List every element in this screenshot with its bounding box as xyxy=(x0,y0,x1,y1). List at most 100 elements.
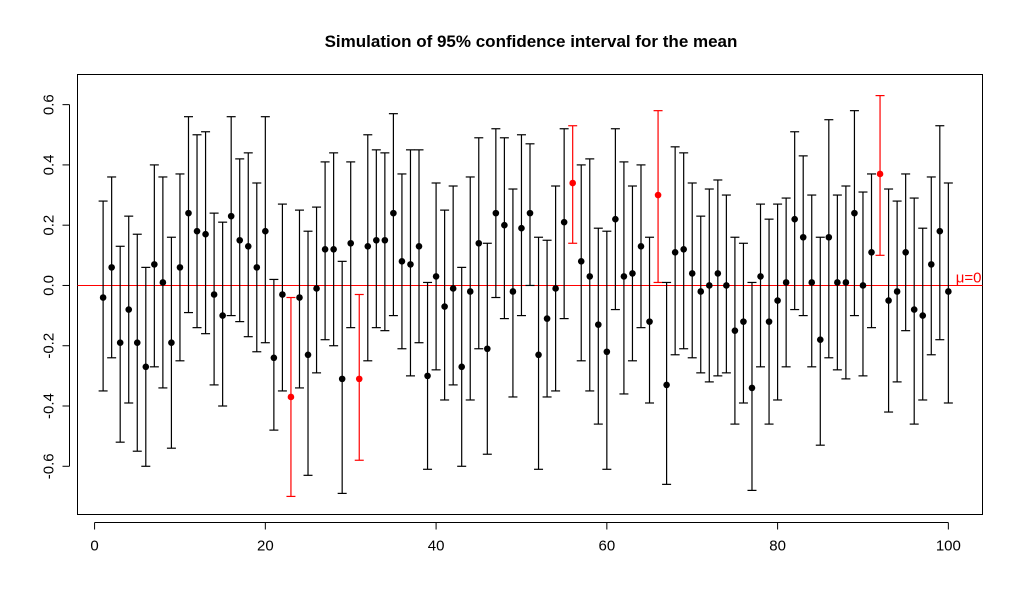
mean-point xyxy=(927,261,935,268)
mean-point xyxy=(603,348,611,356)
mean-point xyxy=(415,242,423,250)
mean-point xyxy=(577,258,585,265)
mean-point xyxy=(868,249,875,256)
mean-point xyxy=(262,227,269,235)
mean-point xyxy=(373,236,380,244)
mean-point xyxy=(851,209,858,217)
mean-point xyxy=(535,351,542,359)
mean-point-miss xyxy=(355,375,363,383)
mean-point xyxy=(492,209,500,217)
mean-point xyxy=(304,351,312,359)
mean-point xyxy=(705,282,713,289)
mean-point xyxy=(458,363,465,371)
mean-point xyxy=(501,221,508,229)
mean-point xyxy=(560,218,568,226)
x-tick-label: 60 xyxy=(598,538,615,555)
mean-point-miss xyxy=(569,179,576,187)
mean-point xyxy=(688,270,696,277)
mean-point xyxy=(449,285,457,292)
mean-point xyxy=(347,239,355,247)
mean-point xyxy=(159,279,167,286)
mean-point xyxy=(321,245,329,253)
mean-point xyxy=(910,306,918,313)
mean-point xyxy=(210,291,218,298)
mean-point xyxy=(176,264,184,271)
mean-point xyxy=(219,312,226,319)
mean-point xyxy=(919,312,927,319)
mean-point xyxy=(441,303,448,310)
mean-point xyxy=(663,381,670,389)
mean-point xyxy=(133,339,141,347)
mean-point xyxy=(193,227,201,235)
mean-point xyxy=(671,249,679,256)
y-tick-label: -0.2 xyxy=(41,333,58,359)
mean-point xyxy=(338,375,346,383)
mean-point xyxy=(99,294,107,301)
mean-point xyxy=(390,209,397,217)
chart-title: Simulation of 95% confidence interval fo… xyxy=(325,32,738,51)
y-tick-label: 0.4 xyxy=(41,154,58,175)
mean-point xyxy=(313,285,320,292)
mean-point xyxy=(834,279,841,286)
mean-point xyxy=(791,215,798,223)
mean-point xyxy=(893,288,901,295)
mean-point xyxy=(526,209,534,217)
mean-point-miss xyxy=(287,393,295,401)
mean-point xyxy=(543,315,551,322)
mean-point-miss xyxy=(654,191,662,199)
mean-point xyxy=(509,288,517,295)
mean-point xyxy=(296,294,303,301)
mean-point xyxy=(270,354,278,362)
y-tick-label: 0.0 xyxy=(41,275,58,296)
mean-point xyxy=(475,239,483,247)
mean-point xyxy=(227,212,235,220)
y-tick-label: 0.6 xyxy=(41,94,58,115)
x-tick-label: 80 xyxy=(769,538,786,555)
mu-reference-label: μ=0 xyxy=(956,269,982,286)
mean-point xyxy=(364,242,372,250)
mean-point xyxy=(936,227,944,235)
mean-point xyxy=(620,273,628,280)
mean-point xyxy=(595,321,602,328)
mean-point xyxy=(125,306,133,313)
mean-point xyxy=(842,279,850,286)
mean-point xyxy=(484,345,491,353)
plot-frame xyxy=(77,74,983,515)
mean-point xyxy=(253,264,261,271)
mean-point xyxy=(142,363,150,371)
mean-point xyxy=(714,270,722,277)
x-tick-label: 100 xyxy=(936,538,961,555)
mean-point xyxy=(407,261,414,268)
mean-point xyxy=(586,273,594,280)
mean-point xyxy=(432,273,440,280)
mean-point xyxy=(279,291,286,298)
mean-point xyxy=(466,288,474,295)
mean-point xyxy=(816,336,824,344)
mean-point xyxy=(168,339,175,347)
mean-point xyxy=(552,285,559,292)
mean-point xyxy=(116,339,124,347)
mean-point xyxy=(757,273,764,280)
mean-point xyxy=(902,249,909,256)
mean-point xyxy=(782,279,790,286)
mean-point xyxy=(612,215,619,223)
mean-point xyxy=(859,282,867,289)
mean-point xyxy=(808,279,816,286)
y-tick-label: -0.6 xyxy=(41,453,58,479)
mean-point xyxy=(236,236,244,244)
confidence-intervals xyxy=(98,94,953,498)
mean-point xyxy=(151,261,158,268)
mean-point xyxy=(825,233,833,241)
mean-point xyxy=(765,318,773,325)
y-tick-label: -0.4 xyxy=(41,393,58,419)
mean-point xyxy=(945,288,952,295)
mean-point xyxy=(646,318,653,325)
mean-point xyxy=(774,297,781,304)
mean-point-miss xyxy=(876,170,884,178)
mean-point xyxy=(330,245,337,253)
mean-point xyxy=(398,258,406,265)
mean-point xyxy=(108,264,115,271)
mean-point xyxy=(885,297,892,304)
mean-point xyxy=(202,230,209,238)
